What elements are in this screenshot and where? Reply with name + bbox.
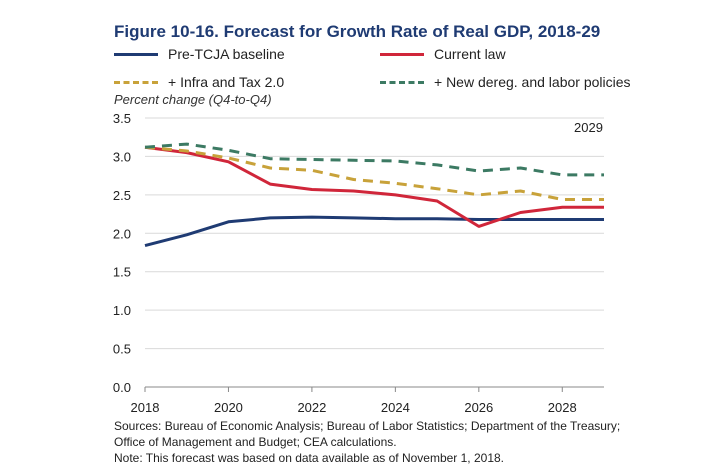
note-line: Note: This forecast was based on data av… [114,451,505,465]
series-line-3 [144,142,604,177]
y-tick-label-3: 1.5 [113,265,131,280]
series-line-2 [144,145,604,201]
y-tick-label-6: 3.0 [113,149,131,164]
legend-swatch-dereg-labor [380,80,424,84]
series-line-1 [144,145,604,228]
y-tick-label-1: 0.5 [113,342,131,357]
legend-item-current-law: Current law [380,46,506,62]
legend-item-pre-tcja: Pre-TCJA baseline [114,46,285,62]
chart-notes: Sources: Bureau of Economic Analysis; Bu… [114,418,704,466]
legend-item-infra-tax: + Infra and Tax 2.0 [114,74,284,90]
annotation-2029: 2029 [574,120,603,135]
x-tick-label-5: 2028 [548,400,577,415]
y-tick-label-0: 0.0 [113,380,131,395]
x-tick-label-1: 2020 [214,400,243,415]
legend-swatch-pre-tcja [114,52,158,56]
legend-label-infra-tax: + Infra and Tax 2.0 [168,74,285,90]
legend-label-dereg-labor: + New dereg. and labor policies [434,74,631,90]
x-tick-label-2: 2022 [297,400,326,415]
y-axis-label: Percent change (Q4-to-Q4) [114,92,272,107]
legend-swatch-infra-tax [114,80,158,84]
x-tick-label-0: 2018 [131,400,160,415]
x-tick-label-3: 2024 [381,400,410,415]
legend-item-dereg-labor: + New dereg. and labor policies [380,74,631,90]
y-tick-label-4: 2.0 [113,226,131,241]
x-tick-label-4: 2026 [464,400,493,415]
series-line-0 [144,215,604,248]
sources-line-2: Office of Management and Budget; CEA cal… [114,435,397,449]
y-tick-label-7: 3.5 [113,111,131,126]
sources-line-1: Sources: Bureau of Economic Analysis; Bu… [114,419,621,433]
legend-label-pre-tcja: Pre-TCJA baseline [168,46,285,62]
y-tick-label-5: 2.5 [113,188,131,203]
legend-swatch-current-law [380,52,424,56]
legend-label-current-law: Current law [434,46,506,62]
chart-title: Figure 10-16. Forecast for Growth Rate o… [114,22,601,41]
y-tick-label-2: 1.0 [113,303,131,318]
